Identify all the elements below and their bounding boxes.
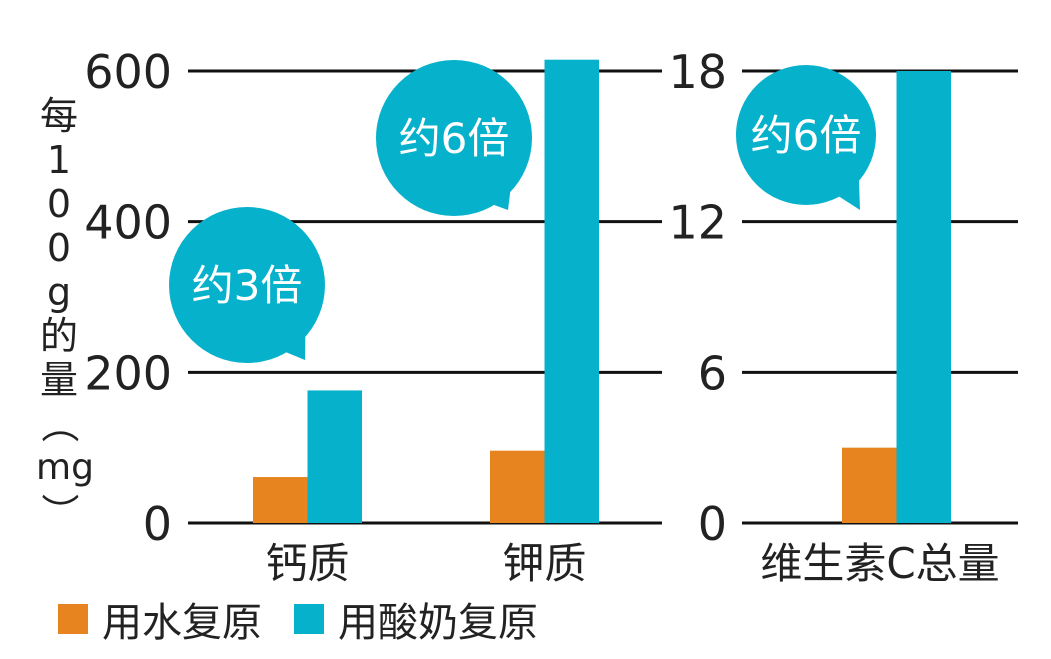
bar-water (842, 447, 897, 523)
annotation-label: 约6倍 (751, 111, 862, 160)
y-tick-label: 600 (84, 45, 172, 99)
y-tick-label: 0 (698, 497, 727, 551)
y-axis-label-char: 0 (46, 182, 72, 226)
y-tick-label: 18 (668, 45, 727, 99)
bar-yogurt (896, 71, 951, 523)
y-tick-label: 200 (84, 346, 172, 400)
bar-yogurt (307, 390, 362, 523)
y-axis-label-char: 量 (39, 358, 78, 402)
legend-swatch-water (58, 604, 88, 634)
x-category-label: 钙质 (265, 539, 349, 588)
y-tick-label: 12 (668, 196, 727, 250)
legend-label: 用水复原 (102, 600, 262, 646)
speech-bubble (169, 207, 325, 363)
annotation-label: 约6倍 (399, 114, 510, 163)
speech-bubble (376, 60, 532, 216)
legend-label: 用酸奶复原 (338, 600, 538, 646)
y-axis-label-char: mg (36, 447, 94, 488)
y-axis-label-char: 0 (46, 226, 72, 270)
y-axis-label-char: （ (37, 404, 81, 443)
bar-yogurt (544, 59, 599, 523)
legend-swatch-yogurt (294, 604, 324, 634)
y-tick-label: 0 (143, 497, 172, 551)
y-axis-label-char: g (46, 270, 72, 314)
bar-water (490, 450, 545, 523)
x-category-label: 钾质 (502, 539, 586, 588)
y-axis-label-char: ） (37, 492, 81, 531)
x-category-label: 维生素C总量 (760, 539, 999, 588)
y-axis-label-char: 的 (39, 314, 78, 358)
y-tick-label: 400 (84, 196, 172, 250)
y-axis-label-char: 1 (46, 138, 72, 182)
y-axis-label: 每 1 0 0 g 的量（mg） (36, 94, 94, 534)
y-axis-label-char: 每 (39, 94, 78, 138)
annotation-label: 约3倍 (192, 261, 303, 310)
y-tick-label: 6 (698, 346, 727, 400)
bar-water (253, 477, 308, 523)
speech-bubble (736, 65, 876, 205)
